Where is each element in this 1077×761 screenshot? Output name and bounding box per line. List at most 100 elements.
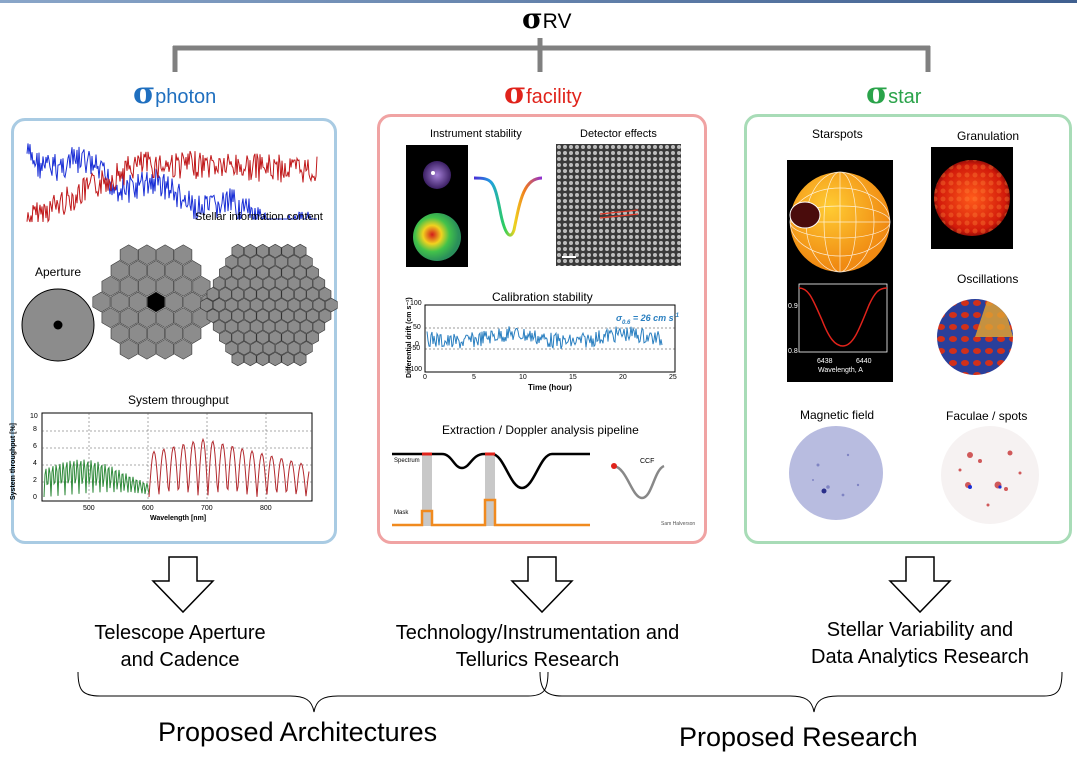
stellar-spectrum-plot <box>26 143 318 223</box>
mirror-segment <box>137 307 156 329</box>
calib-xtick: 10 <box>519 374 527 381</box>
segmented-mirror-small <box>92 244 220 360</box>
mirror-segment <box>165 260 184 281</box>
calib-annotation: σ0.6 = 26 cm s-1 <box>616 313 679 326</box>
oscillations-label: Oscillations <box>957 272 1019 286</box>
mirror-segment <box>281 330 294 345</box>
mirror-segment <box>147 291 165 313</box>
mirror-segment <box>287 341 301 356</box>
mirror-segment <box>225 276 238 291</box>
mirror-segment <box>212 276 226 291</box>
mirror-segment <box>300 276 313 291</box>
mirror-segment <box>256 243 270 259</box>
mirror-segment <box>200 297 213 313</box>
calib-xtick: 5 <box>472 374 476 381</box>
mirror-segment <box>306 330 319 345</box>
mirror-segment <box>262 341 276 356</box>
sigma-facility-header: σfacility <box>504 76 582 111</box>
mirror-segment <box>212 297 226 313</box>
starspot-star-image <box>787 160 893 382</box>
mirror-segment <box>156 338 174 360</box>
mirror-segment <box>300 341 313 356</box>
mirror-segment <box>237 341 251 356</box>
proposed-architectures-label: Proposed Architectures <box>158 717 438 747</box>
mirror-segment <box>101 307 120 329</box>
aperture-label: Aperture <box>35 265 82 279</box>
mirror-segment <box>244 265 257 280</box>
calib-annot-rest: = 26 cm s <box>632 313 674 323</box>
mirror-segment <box>262 276 276 291</box>
throughput-ytick: 6 <box>33 443 37 450</box>
outcome-facility-line2: Tellurics Research <box>455 649 620 671</box>
mirror-segment <box>174 244 193 266</box>
aperture-circle <box>21 288 95 362</box>
granulation-image <box>931 147 1013 249</box>
mirror-segment <box>294 243 307 259</box>
mask-label: Mask <box>394 510 409 516</box>
sigma-facility-subscript: facility <box>526 86 582 108</box>
mirror-segment <box>275 297 288 313</box>
mirror-segment <box>219 308 232 323</box>
mirror-segment <box>275 276 288 291</box>
mirror-segment <box>312 319 326 334</box>
throughput-ytick: 4 <box>33 460 37 467</box>
pipeline-title: Extraction / Doppler analysis pipeline <box>442 423 639 437</box>
calibration-plot <box>424 304 676 373</box>
starspots-label: Starspots <box>812 127 863 141</box>
credit-label: Sam Halverson <box>661 521 696 527</box>
mirror-segment <box>237 297 251 313</box>
mirror-segment <box>306 308 319 323</box>
mirror-segment <box>318 287 332 302</box>
mirror-segment <box>256 265 270 280</box>
calib-xtick: 20 <box>619 374 627 381</box>
mirror-segment <box>219 265 232 280</box>
mirror-segment <box>300 297 313 313</box>
calib-ytick: 50 <box>413 324 421 331</box>
mirror-segment <box>206 308 220 323</box>
line-xtick: 6438 <box>817 358 833 365</box>
spectrum-label: Spectrum <box>394 458 420 464</box>
mirror-segment <box>231 308 245 323</box>
sigma-rv-symbol: σ <box>522 2 543 35</box>
mirror-segment <box>262 254 276 269</box>
mirror-segment <box>156 307 174 329</box>
mirror-segment <box>268 243 282 259</box>
mirror-segment <box>281 287 294 302</box>
mirror-segment <box>262 319 276 334</box>
mirror-segment <box>219 330 232 345</box>
mirror-segment <box>110 260 129 281</box>
magnetic-field-label: Magnetic field <box>800 408 875 422</box>
down-arrow-photon <box>151 556 215 614</box>
mirror-segment <box>244 287 257 302</box>
mirror-segment <box>110 323 129 344</box>
mirror-segment <box>268 351 282 367</box>
calib-ytick: 0 <box>415 341 419 348</box>
mirror-segment <box>250 319 263 334</box>
mirror-segment <box>262 297 276 313</box>
mirror-segment <box>306 287 319 302</box>
mirror-segment <box>281 351 294 367</box>
mirror-segment <box>244 308 257 323</box>
mirror-segment <box>128 260 147 281</box>
stellar-info-label: Stellar information content <box>195 211 323 223</box>
sigma-photon-symbol: σ <box>133 76 156 111</box>
mirror-segment <box>300 254 313 269</box>
mirror-segment <box>225 319 238 334</box>
mirror-segment <box>256 308 270 323</box>
sigma-rv-title: σRV <box>522 2 571 35</box>
mirror-segment <box>165 323 184 344</box>
mirror-segment <box>237 254 251 269</box>
throughput-ytick: 2 <box>33 477 37 484</box>
mirror-segment <box>137 338 156 360</box>
mirror-segment <box>281 243 294 259</box>
mirror-segment <box>174 275 193 297</box>
throughput-ytick: 10 <box>30 413 38 420</box>
mirror-segment <box>206 287 220 302</box>
mirror-segment <box>128 323 147 344</box>
calib-annot-sup: -1 <box>673 313 679 319</box>
line-ytick: 0.8 <box>788 348 798 355</box>
mirror-segment <box>183 260 202 281</box>
mirror-segment <box>231 330 245 345</box>
mirror-segment <box>268 308 282 323</box>
segmented-mirror-large <box>200 243 338 367</box>
